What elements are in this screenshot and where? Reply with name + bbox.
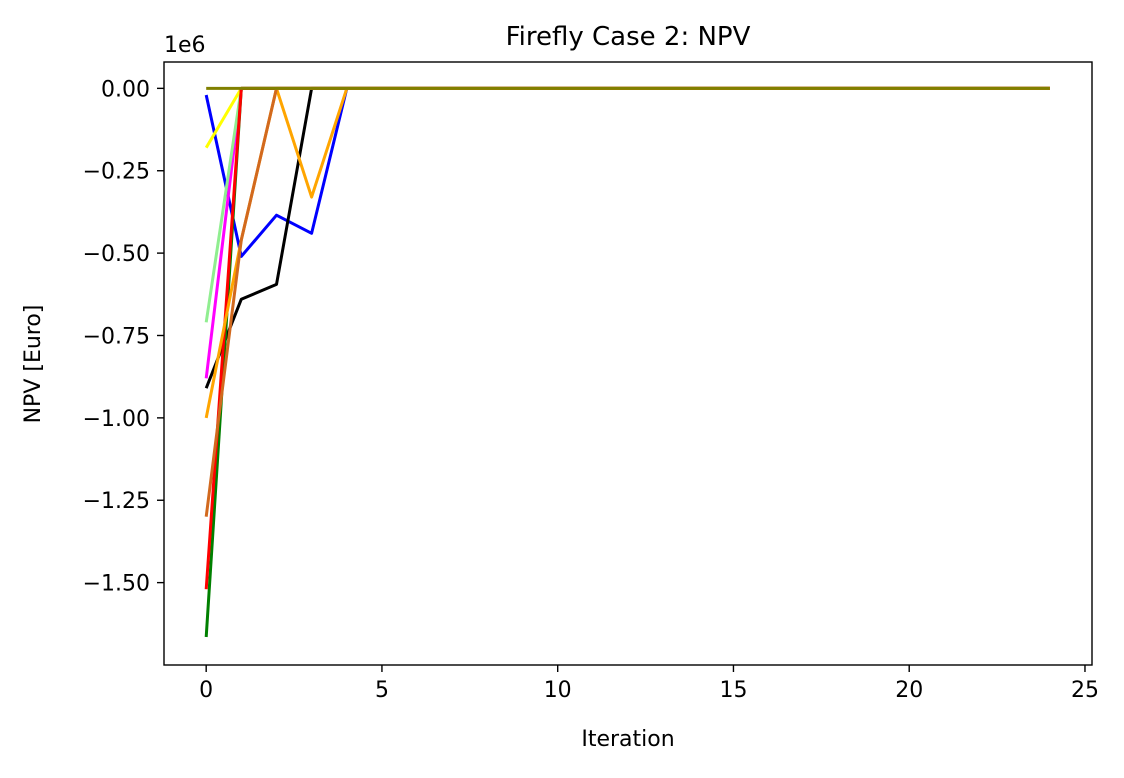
y-offset-label: 1e6 [164, 33, 206, 58]
x-axis-ticks: 0 5 10 15 20 25 [199, 665, 1099, 703]
x-tick-label: 0 [199, 678, 213, 703]
x-tick-label: 25 [1071, 678, 1099, 703]
axes-frame [163, 61, 1093, 666]
x-tick-label: 15 [719, 678, 747, 703]
plot-area [164, 62, 1092, 665]
y-axis-ticks: 0.00 −0.25 −0.50 −0.75 −1.00 −1.25 −1.50 [83, 77, 164, 597]
y-tick-label: −0.50 [83, 242, 150, 267]
y-tick-label: −1.50 [83, 572, 150, 597]
chart-title: Firefly Case 2: NPV [506, 22, 751, 52]
y-axis-label: NPV [Euro] [21, 305, 46, 424]
y-tick-label: −1.25 [83, 489, 150, 514]
x-tick-label: 5 [375, 678, 389, 703]
y-tick-label: −1.00 [83, 407, 150, 432]
x-tick-label: 10 [544, 678, 572, 703]
x-tick-label: 20 [895, 678, 923, 703]
y-tick-label: 0.00 [101, 77, 150, 102]
y-tick-label: −0.75 [83, 324, 150, 349]
y-tick-label: −0.25 [83, 160, 150, 185]
x-axis-label: Iteration [581, 727, 674, 752]
series-layer [204, 86, 1050, 638]
